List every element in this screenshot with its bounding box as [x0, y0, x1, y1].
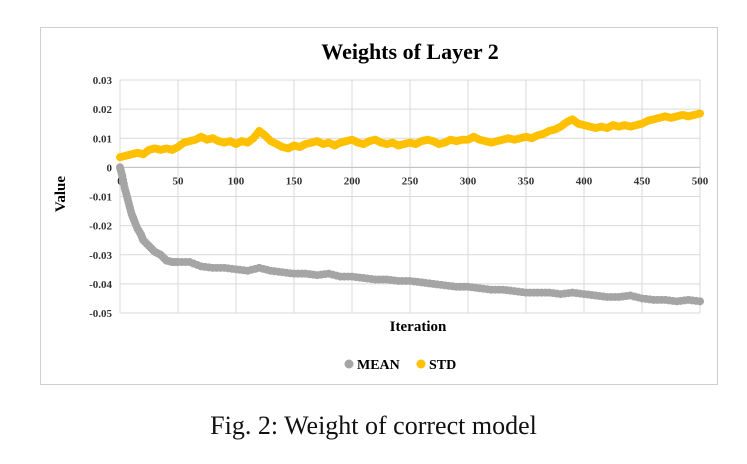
legend-marker-std	[416, 359, 426, 369]
point-std	[696, 109, 704, 118]
legend-label-mean: MEAN	[357, 358, 400, 373]
x-tick-label: 300	[460, 175, 477, 187]
chart-svg: 0.030.020.010-0.01-0.02-0.03-0.04-0.0505…	[53, 39, 709, 373]
y-tick-label: -0.01	[89, 192, 112, 204]
y-tick-label: -0.03	[89, 250, 112, 262]
point-mean	[696, 297, 704, 306]
x-tick-label: 150	[286, 175, 303, 187]
x-tick-label: 400	[576, 175, 593, 187]
y-tick-label: -0.04	[89, 279, 112, 291]
data-points	[116, 109, 704, 306]
y-tick-label: -0.05	[89, 308, 112, 320]
chart-title: Weights of Layer 2	[321, 39, 498, 64]
x-tick-label: 500	[692, 175, 709, 187]
figure-caption: Fig. 2: Weight of correct model	[210, 411, 537, 440]
y-tick-label: 0.03	[93, 75, 113, 87]
x-tick-label: 250	[402, 175, 419, 187]
y-tick-label: 0	[107, 162, 113, 174]
y-tick-label: 0.02	[93, 104, 113, 116]
x-tick-label: 450	[634, 175, 651, 187]
legend-label-std: STD	[429, 358, 456, 373]
x-tick-label: 350	[518, 175, 535, 187]
x-tick-label: 100	[228, 175, 245, 187]
x-axis-label: Iteration	[390, 319, 447, 335]
chart-frame: 0.030.020.010-0.01-0.02-0.03-0.04-0.0505…	[40, 27, 718, 385]
legend-marker-mean	[344, 359, 354, 369]
y-tick-label: 0.01	[93, 133, 112, 145]
x-tick-label: 200	[344, 175, 361, 187]
legend: MEAN STD	[344, 358, 456, 373]
y-tick-label: -0.02	[89, 221, 112, 233]
tick-labels: 0.030.020.010-0.01-0.02-0.03-0.04-0.0505…	[89, 75, 709, 320]
y-axis-label: Value	[53, 176, 69, 212]
x-tick-label: 50	[173, 175, 185, 187]
